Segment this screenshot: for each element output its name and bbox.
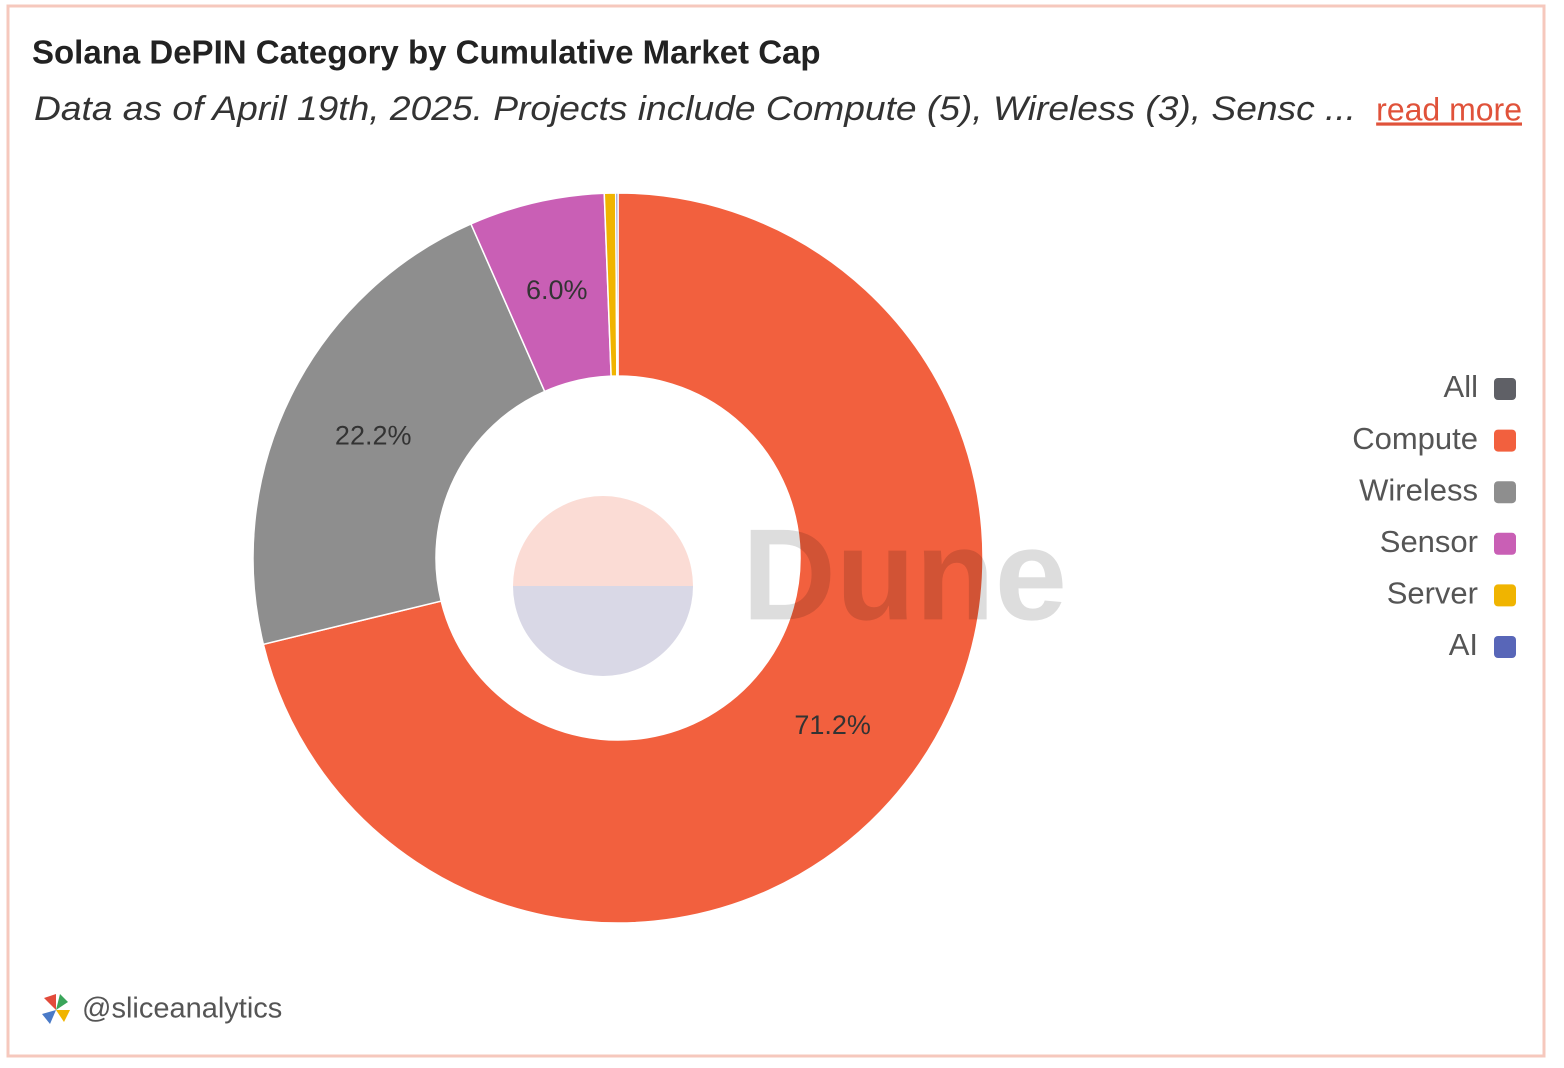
watermark-logo — [513, 496, 693, 676]
slice-label: 6.0% — [526, 275, 588, 305]
donut: 71.2% 22.2% 6.0% — [252, 192, 984, 924]
legend-label: AI — [1449, 627, 1478, 662]
legend-swatch — [1494, 532, 1516, 555]
legend-label: Sensor — [1380, 524, 1478, 559]
slice-label: 22.2% — [335, 420, 412, 450]
legend-swatch — [1494, 636, 1516, 658]
footer-icon — [42, 994, 70, 1024]
legend-swatch — [1494, 378, 1516, 400]
read-more-link[interactable]: read more — [1376, 91, 1522, 127]
legend-swatch — [1494, 429, 1516, 452]
legend: All Compute Wireless Sensor Server AI — [1352, 369, 1516, 662]
chart-subtitle: Data as of April 19th, 2025. Projects in… — [34, 90, 1356, 128]
legend-label: Wireless — [1359, 472, 1478, 507]
watermark: Dune — [742, 501, 1067, 647]
slice — [252, 222, 546, 646]
footer-credit: @sliceanalytics — [82, 993, 282, 1025]
slice — [262, 192, 984, 924]
legend-label: Server — [1387, 576, 1478, 611]
legend-label: All — [1444, 369, 1478, 404]
chart-title: Solana DePIN Category by Cumulative Mark… — [32, 34, 821, 71]
slice-label: 71.2% — [794, 710, 871, 740]
legend-label: Compute — [1352, 421, 1478, 456]
legend-swatch — [1494, 584, 1516, 607]
slice — [614, 192, 619, 377]
legend-swatch — [1494, 481, 1516, 504]
